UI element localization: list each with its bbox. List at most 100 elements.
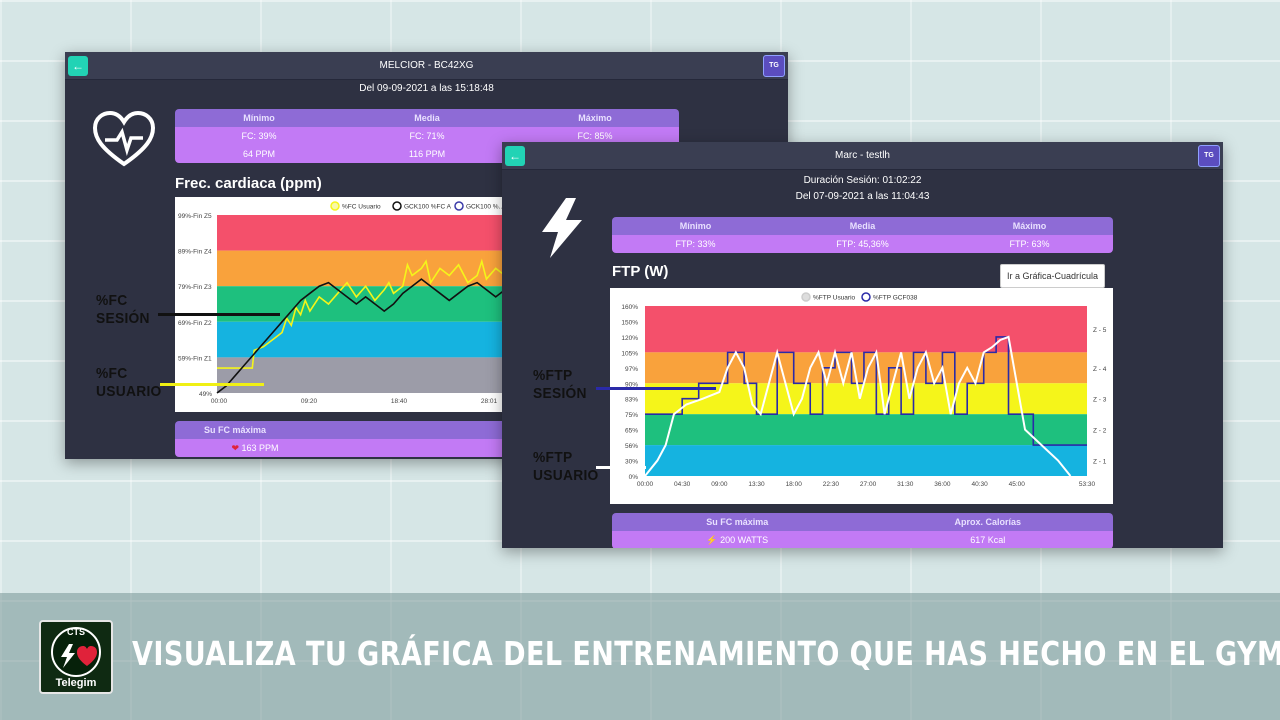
calories-value: 617 Kcal [970, 535, 1006, 545]
zone-band [217, 321, 505, 358]
y-tick-label: 69%-Fin Z2 [178, 320, 212, 327]
stat-ftp-min: FTP: 33% [675, 239, 716, 249]
ftp-session-window: ← Marc - testlh TG Duración Sesión: 01:0… [502, 142, 1223, 548]
y-tick-label: 150% [621, 319, 638, 326]
fc-usuario-pointer [160, 383, 264, 386]
zone-band [645, 414, 1087, 446]
y-tick-label: 89%-Fin Z4 [178, 249, 212, 256]
stat-ftp-max: FTP: 63% [1009, 239, 1050, 249]
legend-marker [801, 292, 811, 302]
legend-label: GCK100 %... [466, 204, 504, 211]
x-tick-label: 31:30 [897, 481, 914, 488]
logo-name: Telegim [55, 677, 97, 689]
fc-chart-svg: 99%-Fin Z5 89%-Fin Z4 79%-Fin Z3 69%-Fin Z2… [175, 197, 505, 412]
session-date: Del 07-09-2021 a las 11:04:43 [795, 191, 930, 202]
legend-marker [392, 201, 402, 211]
window-title: Marc - testlh [834, 150, 890, 161]
x-tick-label: 04:30 [674, 481, 691, 488]
stat-fc-max: FC: 85% [577, 131, 613, 141]
x-tick-label: 36:00 [934, 481, 951, 488]
window-titlebar: ← MELCIOR - BC42XG TG [65, 52, 788, 80]
app-logo-icon[interactable]: TG [763, 55, 785, 77]
ftp-usuario-pointer [596, 466, 646, 469]
x-tick-label: 40:30 [971, 481, 988, 488]
y-tick-label: 59%-Fin Z1 [178, 355, 212, 362]
legend-label: %FTP GCF038 [873, 295, 918, 302]
session-duration: Duración Sesión: 01:02:22 [803, 175, 922, 186]
y-tick-label: 83% [625, 397, 638, 404]
fc-sesion-pointer [158, 313, 280, 316]
zone-band [645, 383, 1087, 415]
zone-band [217, 250, 505, 287]
zone-band [217, 357, 505, 393]
lightning-icon [542, 198, 582, 258]
legend-label: %FC Usuario [342, 204, 381, 211]
stat-ppm-min: 64 PPM [242, 149, 275, 159]
zone-band [645, 445, 1087, 476]
zone-label: Z - 2 [1093, 428, 1107, 435]
ftp-footer-box: Su FC máxima Aprox. Calorías ⚡ 200 WATTS… [612, 513, 1113, 548]
legend-label: %FTP Usuario [813, 295, 856, 302]
ftp-stats-table: Mínimo Media Máximo FTP: 33% FTP: 45,36%… [612, 217, 1113, 253]
ftp-chart-svg: Z - 5 Z - 4 Z - 3 Z - 2 Z - 1 160% 150% 120% 105… [610, 288, 1113, 504]
fc-usuario-label: %FC USUARIO [96, 365, 162, 400]
x-tick-label: 27:00 [860, 481, 877, 488]
stat-header-max: Máximo [578, 113, 612, 123]
telegim-logo: CTS Telegim [39, 620, 113, 694]
x-tick-label: 28:01 [481, 398, 498, 405]
zone-band [645, 306, 1087, 353]
x-tick-label: 09:20 [301, 398, 318, 405]
ftp-chart: Z - 5 Z - 4 Z - 3 Z - 2 Z - 1 160% 150% 120% 105… [610, 288, 1113, 504]
y-tick-label: 79%-Fin Z3 [178, 284, 212, 291]
zone-label: Z - 5 [1093, 327, 1107, 334]
headline: VISUALIZA TU GRÁFICA DEL ENTRENAMIENTO Q… [132, 634, 1280, 673]
grid-chart-button[interactable]: Ir a Gráfica-Cuadrícula [1000, 264, 1106, 288]
y-tick-label: 75% [625, 412, 638, 419]
stat-ppm-avg: 116 PPM [408, 149, 446, 159]
y-tick-label: 99%-Fin Z5 [178, 213, 212, 220]
window-title: MELCIOR - BC42XG [379, 60, 474, 71]
y-tick-label: 105% [621, 350, 638, 357]
legend-marker [454, 201, 464, 211]
fc-session-window: ← MELCIOR - BC42XG TG Del 09-09-2021 a l… [65, 52, 788, 459]
stat-header-min: Mínimo [679, 221, 712, 231]
y-tick-label: 160% [621, 304, 638, 311]
back-arrow-icon[interactable]: ← [68, 56, 88, 76]
fc-sesion-label: %FC SESIÓN [96, 292, 150, 327]
fc-max-value: 163 PPM [241, 443, 279, 453]
legend-marker [861, 292, 871, 302]
ftp-max-header: Su FC máxima [706, 517, 769, 527]
legend-marker [330, 201, 340, 211]
legend-label: GCK100 %FC A [404, 204, 452, 211]
fc-chart: 99%-Fin Z5 89%-Fin Z4 79%-Fin Z3 69%-Fin Z2… [175, 197, 505, 412]
zone-label: Z - 4 [1093, 366, 1107, 373]
back-arrow-icon[interactable]: ← [505, 146, 525, 166]
x-tick-label: 13:30 [748, 481, 765, 488]
ftp-usuario-label: %FTP USUARIO [533, 449, 599, 484]
heart-icon: ❤ [231, 443, 239, 453]
y-tick-label: 56% [625, 443, 638, 450]
stat-fc-avg: FC: 71% [409, 131, 445, 141]
fc-chart-title: Frec. cardiaca (ppm) [175, 175, 322, 192]
x-tick-label: 09:00 [711, 481, 728, 488]
x-tick-label: 00:00 [211, 398, 228, 405]
bottom-banner [0, 593, 1280, 720]
x-tick-label: 45:00 [1009, 481, 1026, 488]
stat-header-avg: Media [414, 113, 440, 123]
heart-rate-icon [92, 110, 156, 167]
y-tick-label: 65% [625, 428, 638, 435]
x-tick-label: 18:40 [391, 398, 408, 405]
ftp-max-value: 200 WATTS [720, 535, 769, 545]
fc-max-header: Su FC máxima [203, 425, 267, 435]
calories-header: Aprox. Calorías [954, 517, 1022, 527]
app-logo-icon[interactable]: TG [1198, 145, 1220, 167]
ftp-chart-title: FTP (W) [612, 263, 669, 280]
series-line--ftp-gcf038 [645, 336, 1087, 446]
zone-label: Z - 1 [1093, 459, 1107, 466]
y-tick-label: 90% [625, 381, 638, 388]
logo-cts: CTS [67, 627, 85, 637]
bolt-icon: ⚡ [706, 535, 718, 545]
x-tick-label: 00:00 [637, 481, 654, 488]
stat-fc-min: FC: 39% [241, 131, 277, 141]
stat-header-min: Mínimo [243, 113, 275, 123]
